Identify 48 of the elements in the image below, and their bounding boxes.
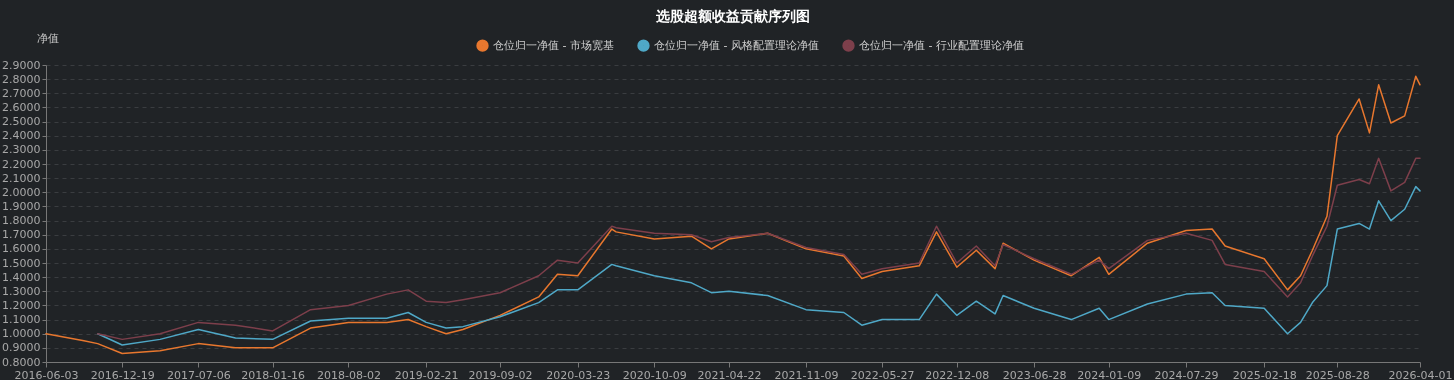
y-tick-label: 1.5000 [2,256,41,270]
x-tick-label: 2026-04-01 [1388,368,1453,380]
legend-label: 仓位归一净值 - 行业配置理论净值 [859,38,1024,52]
chart-title: 选股超额收益贡献序列图 [655,8,810,24]
y-axis-title: 净值 [36,31,59,45]
y-tick-label: 1.0000 [2,327,41,341]
y-tick-label: 2.9000 [2,58,41,72]
x-tick-label: 2016-12-19 [90,368,155,380]
y-tick-label: 2.1000 [2,171,41,185]
x-tick-label: 2021-11-09 [774,368,839,380]
x-tick-label: 2019-02-21 [394,368,459,380]
y-tick-label: 1.9000 [2,199,41,213]
y-tick-label: 1.4000 [2,270,41,284]
legend-label: 仓位归一净值 - 市场宽基 [493,38,614,52]
y-tick-label: 1.3000 [2,284,41,298]
y-tick-label: 2.3000 [2,143,41,157]
y-tick-label: 2.8000 [2,72,41,86]
y-tick-label: 1.6000 [2,242,41,256]
x-tick-label: 2022-12-08 [925,368,990,380]
x-tick-label: 2025-02-18 [1232,368,1297,380]
y-tick-label: 2.0000 [2,185,41,199]
y-tick-label: 2.7000 [2,86,41,100]
y-tick-label: 0.8000 [2,355,41,369]
line-series [45,75,1421,355]
y-tick-label: 1.8000 [2,214,41,228]
y-tick-label: 1.2000 [2,298,41,312]
y-tick-label: 1.7000 [2,228,41,242]
y-tick-label: 2.6000 [2,100,41,114]
x-tick-label: 2019-09-02 [468,368,533,380]
y-tick-label: 2.5000 [2,115,41,129]
x-tick-label: 2023-06-28 [1002,368,1067,380]
y-tick-label: 2.2000 [2,157,41,171]
x-tick-label: 2016-06-03 [14,368,79,380]
x-tick-label: 2022-05-27 [850,368,915,380]
y-tick-label: 2.4000 [2,129,41,143]
x-tick-label: 2024-01-09 [1077,368,1142,380]
y-tick-label: 0.9000 [2,341,41,355]
legend-label: 仓位归一净值 - 风格配置理论净值 [654,38,819,52]
x-tick-label: 2024-07-29 [1154,368,1219,380]
y-tick-label: 1.1000 [2,313,41,327]
line-series [96,157,1421,341]
x-tick-label: 2018-01-16 [241,368,306,380]
x-tick-label: 2020-10-09 [622,368,687,380]
x-tick-label: 2018-08-02 [316,368,381,380]
x-tick-label: 2021-04-22 [697,368,762,380]
x-tick-label: 2025-08-28 [1305,368,1370,380]
x-tick-label: 2020-03-23 [546,368,611,380]
x-tick-label: 2017-07-06 [166,368,231,380]
